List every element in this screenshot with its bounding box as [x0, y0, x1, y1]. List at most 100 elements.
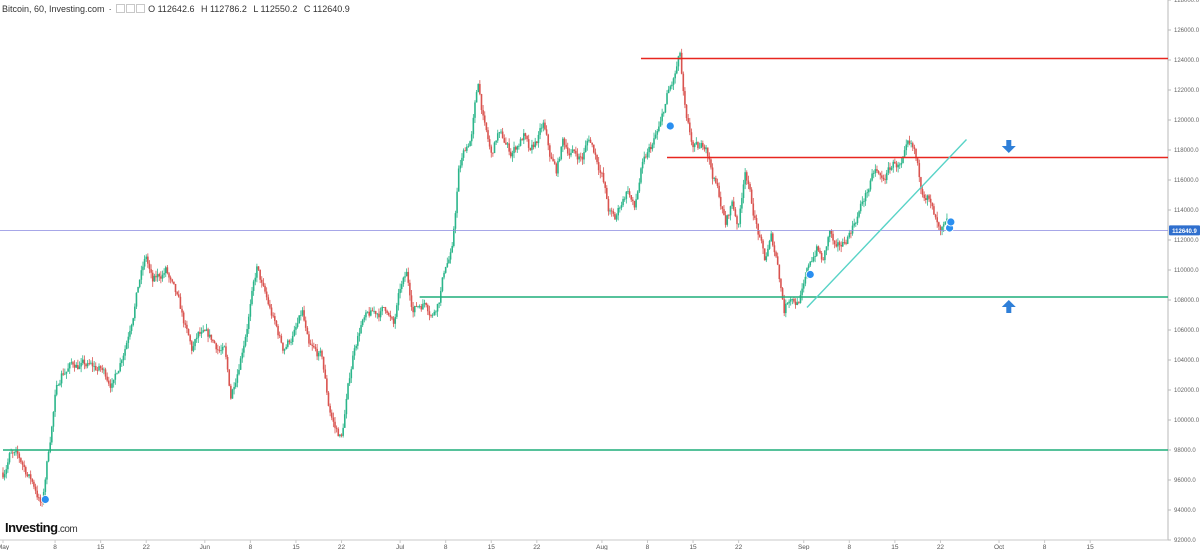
candle-down: [833, 240, 836, 245]
candle-down: [371, 310, 374, 312]
candle-up: [448, 259, 450, 264]
candle-down: [41, 502, 43, 503]
candle-down: [169, 277, 172, 280]
candle-up: [145, 256, 148, 260]
candle-up: [443, 272, 445, 278]
candle-down: [426, 305, 429, 312]
candle-up: [866, 192, 869, 194]
trendline[interactable]: [806, 139, 967, 308]
candle-down: [882, 177, 885, 180]
candle-up: [153, 275, 156, 282]
candle-up: [81, 359, 84, 363]
candle-up: [156, 274, 159, 278]
candle-up: [804, 276, 807, 284]
candle-down: [514, 147, 517, 150]
candle-down: [908, 140, 911, 144]
candle-up: [742, 184, 745, 199]
candle-down: [680, 52, 683, 74]
x-tick-label: 15: [488, 544, 496, 550]
candle-up: [767, 248, 769, 257]
candle-down: [334, 421, 336, 428]
candle-up: [641, 161, 644, 169]
event-marker[interactable]: [946, 217, 956, 227]
candle-down: [314, 347, 317, 349]
candle-up: [192, 346, 195, 351]
y-tick-label: 114000.0: [1174, 208, 1199, 214]
x-tick-label: May: [0, 544, 10, 550]
candle-down: [186, 324, 188, 329]
candle-up: [161, 274, 164, 279]
candle-down: [483, 115, 486, 123]
candle-up: [350, 369, 353, 379]
candle-up: [664, 103, 667, 113]
candle-up: [231, 389, 234, 399]
candle-up: [287, 340, 289, 347]
candle-down: [576, 153, 579, 160]
candle-up: [347, 383, 349, 399]
candle-down: [581, 156, 584, 160]
candle-up: [853, 223, 855, 226]
candle-up: [496, 133, 499, 141]
candle-up: [811, 261, 813, 262]
candle-up: [197, 331, 200, 338]
candle-up: [679, 52, 681, 57]
y-tick-label: 94000.0: [1174, 508, 1196, 514]
candle-down: [757, 223, 759, 235]
candle-up: [477, 83, 480, 93]
candle-up: [366, 311, 369, 313]
candle-down: [524, 133, 527, 137]
candle-down: [750, 189, 753, 204]
candle-up: [28, 474, 30, 477]
candle-down: [606, 187, 608, 199]
candle-down: [758, 234, 761, 237]
x-tick-label: 8: [444, 544, 448, 550]
candle-down: [101, 368, 104, 370]
candle-down: [850, 232, 852, 234]
candle-up: [418, 306, 421, 307]
candle-down: [260, 279, 263, 283]
candle-down: [492, 152, 494, 154]
symbol-label: Bitcoin, 60, Investing.com: [2, 4, 105, 14]
candle-up: [651, 144, 654, 150]
candle-up: [848, 232, 851, 238]
candle-down: [83, 359, 86, 365]
candle-up: [365, 312, 367, 318]
close-value: C 112640.9: [303, 4, 350, 14]
candle-down: [190, 341, 193, 351]
candle-up: [531, 144, 533, 151]
x-tick-label: 8: [53, 544, 57, 550]
candle-up: [431, 314, 434, 316]
candle-up: [117, 371, 120, 374]
candle-down: [147, 256, 149, 264]
candle-up: [907, 140, 909, 145]
candle-up: [68, 363, 71, 369]
candle-down: [602, 172, 605, 183]
candle-down: [762, 240, 764, 249]
event-marker[interactable]: [805, 270, 815, 279]
event-marker[interactable]: [665, 121, 675, 131]
candle-down: [527, 139, 530, 148]
candle-up: [220, 350, 222, 352]
candle-down: [34, 486, 37, 491]
candle-up: [283, 349, 286, 351]
candle-up: [238, 369, 240, 375]
candle-down: [877, 171, 880, 174]
candle-down: [596, 154, 598, 163]
candle-down: [798, 302, 800, 304]
candle-up: [446, 263, 449, 267]
candle-up: [863, 201, 865, 202]
candle-up: [138, 279, 141, 287]
candle-up: [475, 92, 478, 103]
y-tick-label: 100000.0: [1174, 418, 1200, 424]
candle-down: [391, 317, 393, 319]
candle-up: [674, 73, 676, 79]
candle-up: [399, 289, 401, 294]
event-marker[interactable]: [40, 495, 50, 504]
candle-up: [370, 310, 372, 316]
candle-down: [187, 328, 190, 336]
candle-up: [856, 216, 859, 224]
candle-up: [620, 205, 623, 208]
candle-down: [166, 267, 169, 274]
candle-up: [78, 366, 81, 369]
